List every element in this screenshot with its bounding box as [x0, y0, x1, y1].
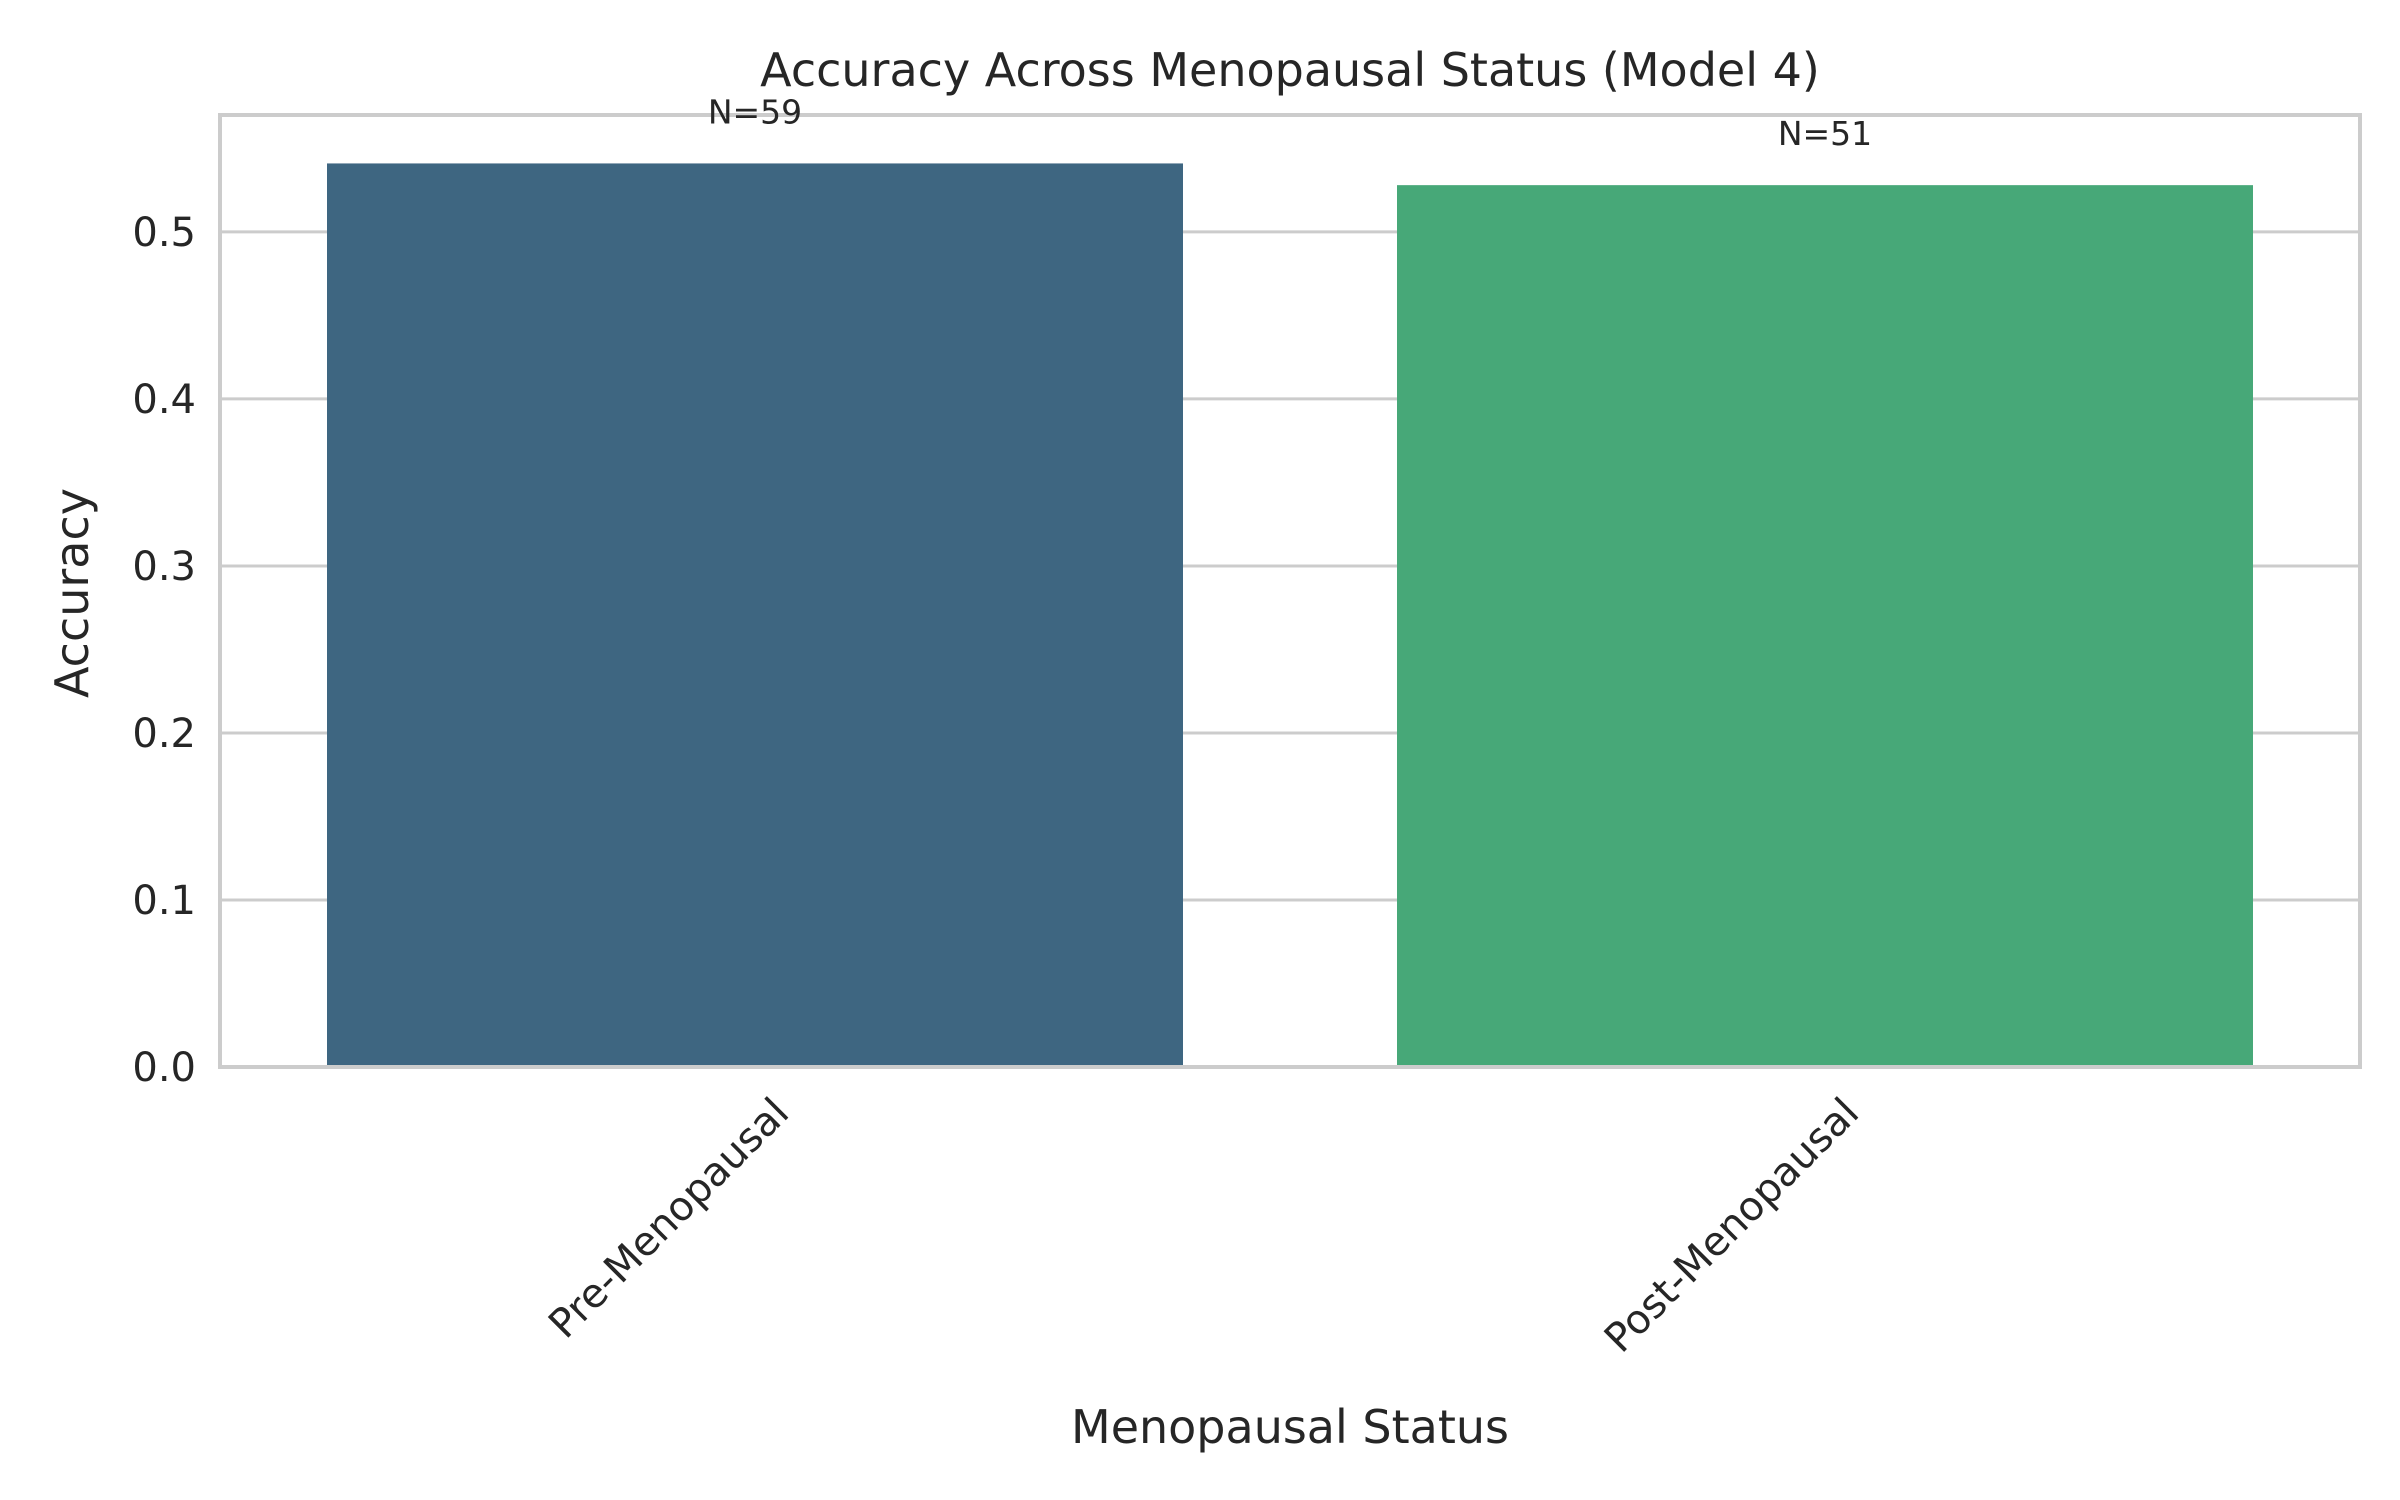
y-tick-label: 0.0: [132, 1045, 196, 1091]
y-tick-label: 0.5: [132, 210, 196, 256]
y-axis-label: Accuracy: [45, 488, 99, 698]
count-label: N=59: [708, 92, 802, 131]
bar-pre-menopausal: [327, 163, 1183, 1068]
bar-post-menopausal: [1397, 185, 2253, 1068]
plot-frame: [218, 113, 2362, 1069]
y-tick-label: 0.3: [132, 544, 196, 590]
bars: [327, 163, 2253, 1068]
chart-title: Accuracy Across Menopausal Status (Model…: [760, 43, 1820, 97]
y-tick-label: 0.1: [132, 878, 196, 924]
x-axis-label: Menopausal Status: [1071, 1400, 1509, 1454]
count-labels: N=59 N=51: [708, 92, 1872, 153]
y-tick-labels: 0.0 0.1 0.2 0.3 0.4 0.5: [132, 210, 196, 1091]
count-label: N=51: [1778, 114, 1872, 153]
y-tick-label: 0.4: [132, 377, 196, 423]
y-tick-label: 0.2: [132, 711, 196, 757]
axes-frame: [218, 113, 2362, 1069]
